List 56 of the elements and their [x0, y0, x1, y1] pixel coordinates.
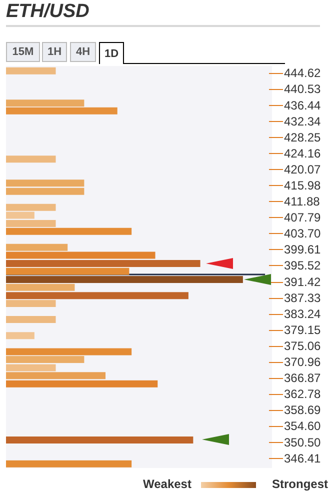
y-tick-label: 415.98	[284, 178, 322, 193]
bar	[6, 332, 34, 340]
bar	[6, 292, 188, 300]
y-tick-label: 354.60	[284, 419, 322, 434]
bar	[6, 260, 200, 267]
text: 15M	[6, 42, 40, 62]
y-tick-label: 383.24	[284, 306, 322, 321]
text: 1H	[42, 42, 67, 62]
bar	[6, 244, 68, 251]
bar	[6, 284, 75, 291]
bar	[6, 252, 156, 259]
text: 1D	[99, 42, 124, 64]
bar	[6, 380, 158, 388]
bar	[6, 107, 118, 114]
chart-title: ETH/USD	[6, 1, 90, 23]
y-tick-label: 350.50	[284, 435, 322, 450]
y-tick-label: 407.79	[284, 210, 322, 225]
bar	[6, 436, 194, 444]
bar	[6, 156, 56, 163]
y-tick-label: 362.78	[284, 387, 322, 402]
y-tick-label: 411.88	[284, 194, 320, 209]
y-tick-label: 432.34	[284, 114, 322, 128]
y-tick-label: 387.33	[284, 290, 322, 305]
bar	[6, 212, 34, 219]
text: 4H	[70, 42, 96, 62]
y-tick-label: 391.42	[284, 274, 322, 289]
y-tick-label: 375.06	[284, 338, 322, 353]
y-tick-label: 420.07	[284, 162, 322, 176]
y-tick-label: 444.62	[284, 66, 322, 80]
y-tick-label: 366.87	[284, 371, 322, 386]
bar	[6, 300, 56, 307]
bar	[6, 372, 106, 380]
y-tick-label: 370.96	[284, 355, 322, 370]
bar	[6, 100, 84, 107]
text: Strongest	[272, 477, 328, 491]
bar	[6, 268, 130, 275]
bar	[6, 316, 56, 324]
y-tick-label: 379.15	[284, 322, 322, 337]
bar	[6, 364, 56, 372]
y-tick-label: 403.70	[284, 226, 322, 241]
y-tick-label: 358.69	[284, 403, 322, 418]
y-tick-label: 424.16	[284, 146, 322, 160]
y-tick-label: 346.41	[284, 451, 322, 466]
bar	[6, 204, 56, 211]
bar	[6, 220, 56, 227]
bar	[6, 348, 132, 356]
y-tick-label: 399.61	[284, 242, 322, 257]
bar	[6, 67, 56, 74]
text: Weakest	[143, 477, 192, 491]
y-tick-label: 436.44	[284, 98, 322, 112]
y-tick-label: 428.25	[284, 130, 322, 144]
y-tick-label: 395.52	[284, 258, 322, 273]
y-tick-label: 440.53	[284, 82, 322, 96]
bar	[6, 228, 132, 235]
bar	[6, 356, 84, 364]
bar	[6, 460, 132, 468]
